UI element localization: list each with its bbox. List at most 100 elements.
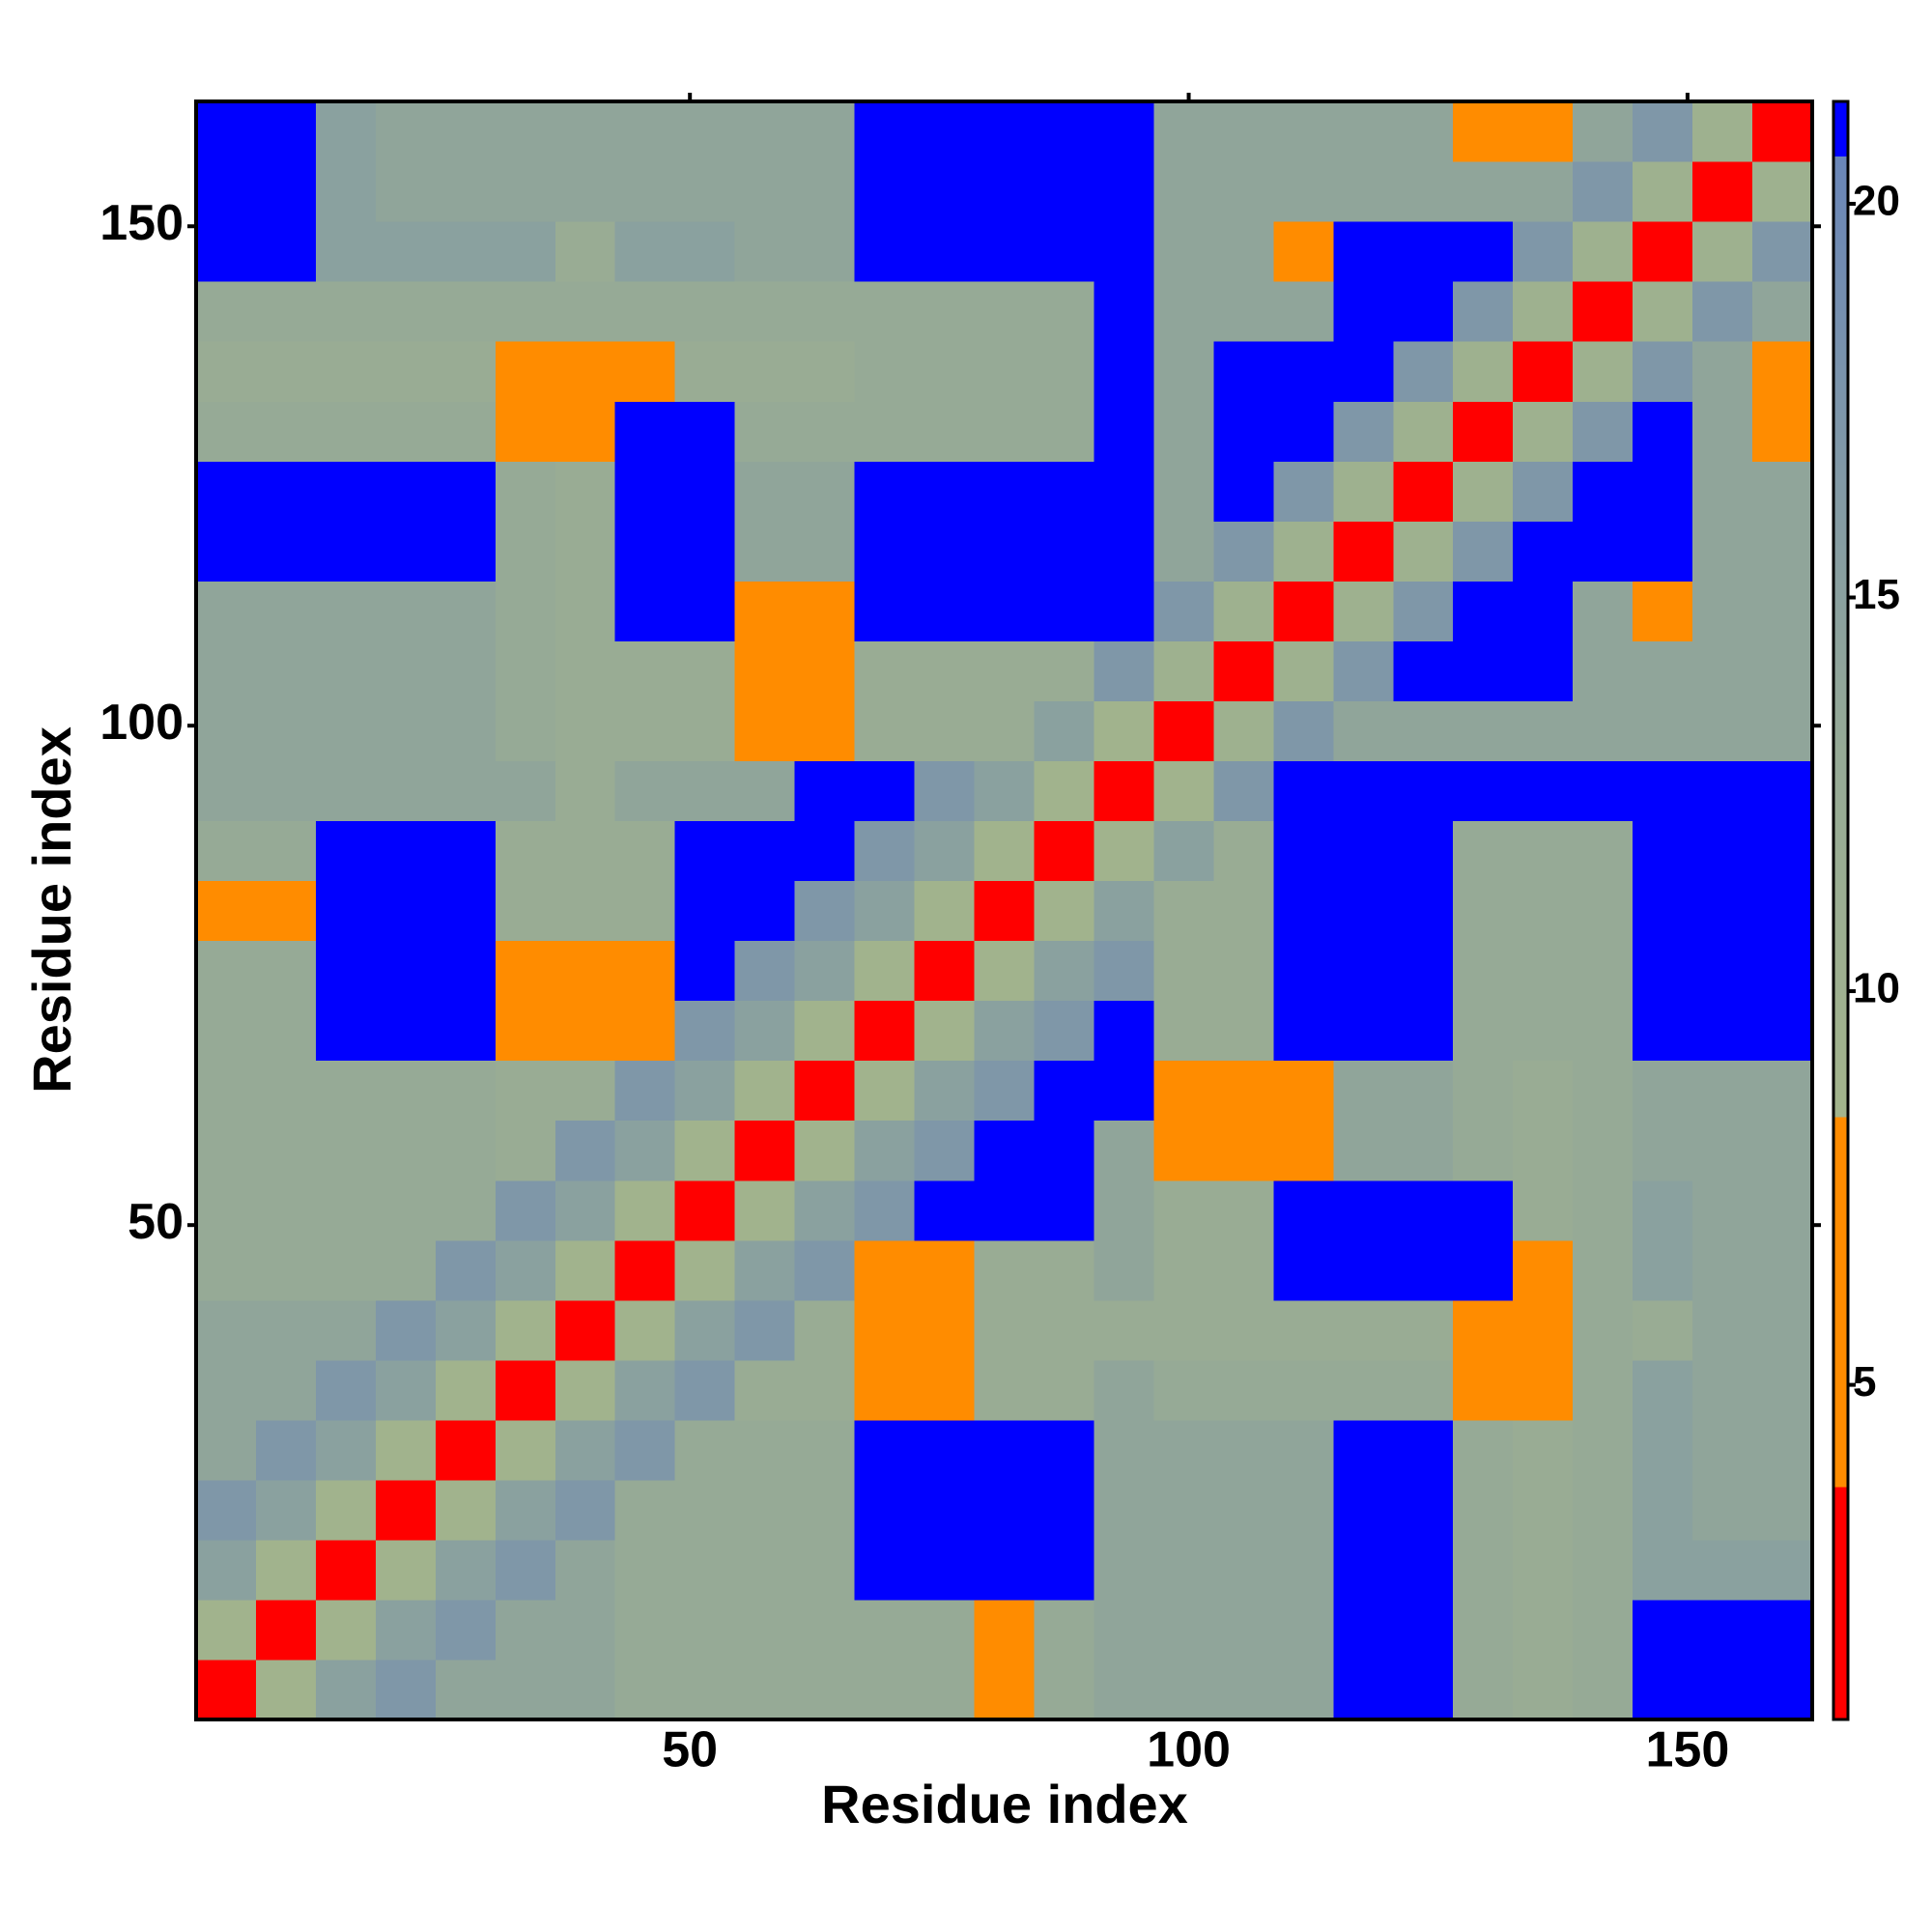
heatmap-cell — [674, 401, 736, 462]
heatmap-cell — [674, 760, 736, 822]
heatmap-cell — [614, 1479, 676, 1541]
heatmap-cell — [554, 1120, 616, 1181]
heatmap-cell — [1034, 940, 1095, 1002]
heatmap-cell — [1453, 521, 1514, 582]
heatmap-cell — [1573, 1419, 1634, 1481]
heatmap-cell — [1213, 1419, 1274, 1481]
heatmap-cell — [1633, 1419, 1693, 1481]
heatmap-cell — [435, 640, 497, 701]
heatmap-cell — [614, 1359, 676, 1421]
heatmap-cell — [1752, 940, 1813, 1002]
heatmap-cell — [674, 281, 736, 342]
heatmap-cell — [1513, 1179, 1574, 1241]
heatmap-cell — [435, 1539, 497, 1601]
heatmap-cell — [1153, 1599, 1214, 1661]
heatmap-cell — [1333, 1599, 1394, 1661]
heatmap-cell — [1573, 401, 1634, 462]
heatmap-cell — [435, 281, 497, 342]
heatmap-cell — [1094, 1419, 1155, 1481]
heatmap-cell — [854, 1659, 916, 1720]
heatmap-cell — [614, 1060, 676, 1122]
heatmap-cell — [794, 1239, 856, 1301]
heatmap-cell — [554, 221, 616, 282]
heatmap-cell — [1513, 1120, 1574, 1181]
heatmap-cell — [255, 1000, 317, 1062]
heatmap-cell — [914, 760, 976, 822]
heatmap-cell — [1153, 1299, 1214, 1361]
heatmap-cell — [1034, 1479, 1095, 1541]
heatmap-cell — [255, 281, 317, 342]
heatmap-cell — [1752, 461, 1813, 522]
heatmap-cell — [734, 161, 796, 222]
heatmap-cell — [1213, 640, 1274, 701]
heatmap-cell — [255, 1359, 317, 1421]
heatmap-cell — [1633, 221, 1693, 282]
heatmap-cell — [794, 760, 856, 822]
heatmap-cell — [1453, 1120, 1514, 1181]
heatmap-cell — [1273, 581, 1334, 641]
heatmap-cell — [1333, 581, 1394, 641]
heatmap-cell — [1153, 1000, 1214, 1062]
heatmap-cell — [315, 700, 377, 762]
heatmap-cell — [435, 1060, 497, 1122]
heatmap-cell — [495, 820, 556, 882]
heatmap-cell — [1393, 1659, 1454, 1720]
heatmap-cell — [974, 1359, 1036, 1421]
heatmap-cell — [315, 221, 377, 282]
heatmap-cell — [854, 221, 916, 282]
heatmap-cell — [794, 1539, 856, 1601]
heatmap-cell — [1393, 640, 1454, 701]
heatmap-cell — [734, 1060, 796, 1122]
heatmap-cell — [1633, 880, 1693, 942]
heatmap-cell — [1034, 760, 1095, 822]
heatmap-cell — [1633, 1000, 1693, 1062]
heatmap-cell — [554, 161, 616, 222]
heatmap-cell — [375, 880, 437, 942]
heatmap-cell — [196, 760, 257, 822]
heatmap-cell — [1513, 161, 1574, 222]
heatmap-cell — [375, 760, 437, 822]
heatmap-cell — [375, 700, 437, 762]
heatmap-cell — [1034, 1120, 1095, 1181]
heatmap-cell — [1692, 281, 1753, 342]
heatmap-cell — [435, 101, 497, 162]
heatmap-cell — [435, 1120, 497, 1181]
heatmap-cell — [435, 401, 497, 462]
heatmap-cell — [734, 940, 796, 1002]
heatmap-cell — [1333, 221, 1394, 282]
heatmap-cell — [1273, 1659, 1334, 1720]
heatmap-cell — [854, 1179, 916, 1241]
heatmap-cell — [315, 581, 377, 641]
heatmap-cell — [1453, 461, 1514, 522]
heatmap-cell — [196, 1060, 257, 1122]
heatmap-cell — [435, 581, 497, 641]
heatmap-cell — [1213, 820, 1274, 882]
heatmap-cell — [1692, 461, 1753, 522]
heatmap-cell — [435, 1419, 497, 1481]
heatmap-cell — [974, 1539, 1036, 1601]
heatmap-cell — [1692, 101, 1753, 162]
colorbar-tick-label: 15 — [1853, 571, 1900, 618]
heatmap-cell — [854, 820, 916, 882]
heatmap-cell — [1213, 1539, 1274, 1601]
heatmap-cell — [1453, 341, 1514, 402]
heatmap-cell — [854, 1060, 916, 1122]
heatmap-cell — [1333, 760, 1394, 822]
heatmap-cell — [375, 1120, 437, 1181]
heatmap-cell — [734, 521, 796, 582]
heatmap-cell — [1692, 1659, 1753, 1720]
heatmap-cell — [375, 1539, 437, 1601]
heatmap-cell — [554, 700, 616, 762]
heatmap-cell — [1692, 640, 1753, 701]
heatmap-cell — [1333, 1419, 1394, 1481]
heatmap-cell — [255, 1239, 317, 1301]
heatmap-cell — [614, 820, 676, 882]
heatmap-cell — [375, 1060, 437, 1122]
heatmap-cell — [255, 1120, 317, 1181]
heatmap-cell — [1453, 880, 1514, 942]
heatmap-cell — [495, 1239, 556, 1301]
heatmap-cell — [495, 1359, 556, 1421]
heatmap-cell — [1752, 341, 1813, 402]
heatmap-cell — [554, 1359, 616, 1421]
